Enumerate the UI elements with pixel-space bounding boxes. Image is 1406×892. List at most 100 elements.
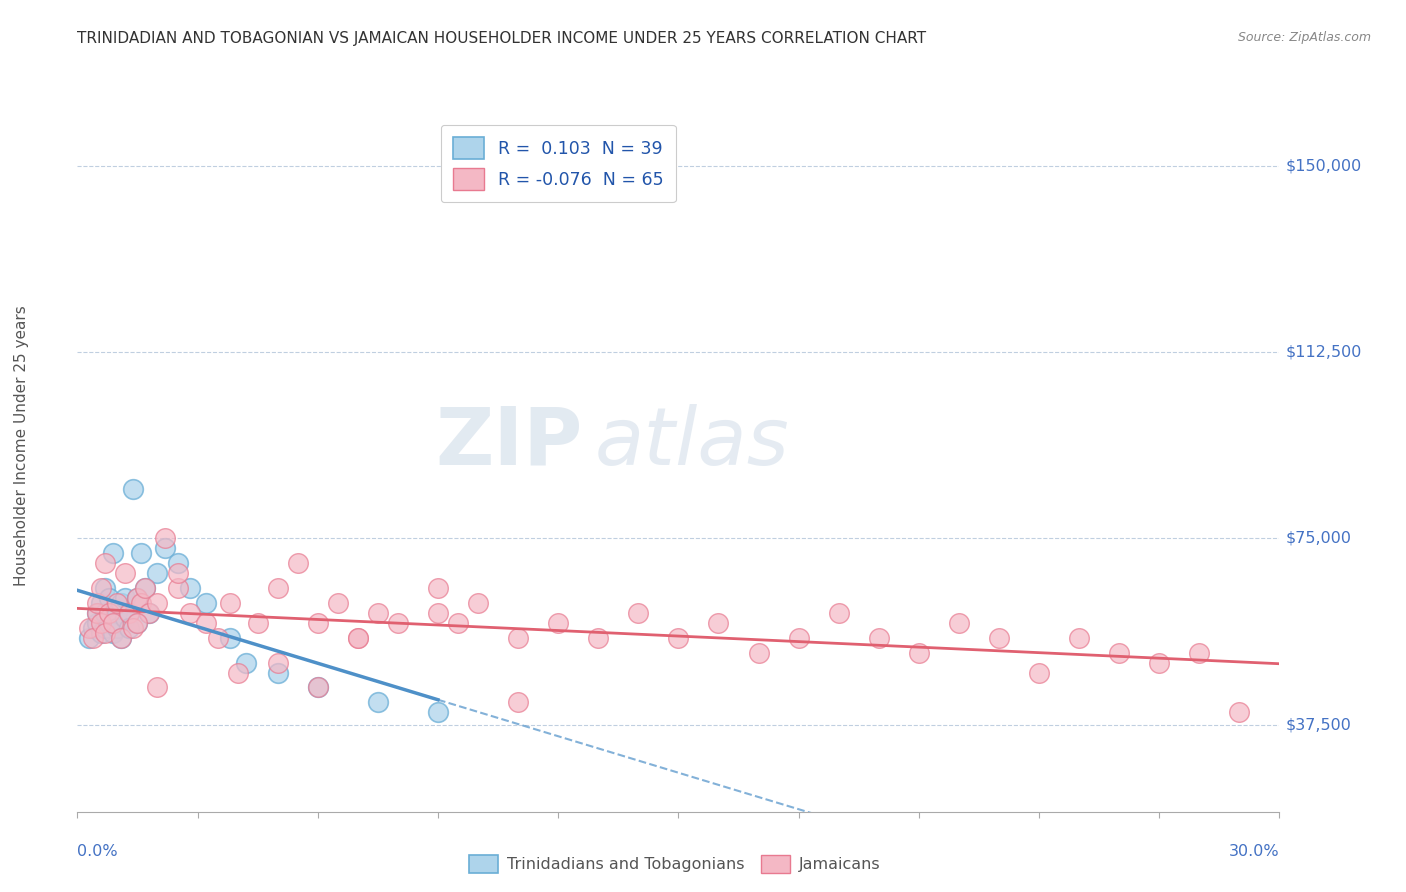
Point [82,621,104,635]
Point [547,615,569,630]
Point [94,625,117,640]
Point [787,631,810,645]
Point [79,621,101,635]
Point [98,591,121,605]
Point [166,581,188,595]
Point [226,665,249,680]
Point [948,615,970,630]
Point [588,631,610,645]
Point [107,606,129,620]
Point [118,606,141,620]
Point [1188,646,1211,660]
Legend: R =  0.103  N = 39, R = -0.076  N = 65: R = 0.103 N = 39, R = -0.076 N = 65 [440,125,676,202]
Point [127,591,149,605]
Point [218,631,240,645]
Text: 30.0%: 30.0% [1229,845,1279,859]
Point [748,646,770,660]
Point [307,615,329,630]
Text: Source: ZipAtlas.com: Source: ZipAtlas.com [1237,31,1371,45]
Point [146,596,169,610]
Text: TRINIDADIAN AND TOBAGONIAN VS JAMAICAN HOUSEHOLDER INCOME UNDER 25 YEARS CORRELA: TRINIDADIAN AND TOBAGONIAN VS JAMAICAN H… [77,31,927,46]
Point [427,606,450,620]
Point [86,606,108,620]
Point [179,581,201,595]
Point [107,615,129,630]
Point [427,706,450,720]
Point [1069,631,1091,645]
Point [134,581,156,595]
Point [131,596,153,610]
Point [235,656,257,670]
Point [86,596,108,610]
Point [427,581,450,595]
Point [94,621,117,635]
Point [103,546,125,560]
Point [110,631,132,645]
Legend: Trinidadians and Tobagonians, Jamaicans: Trinidadians and Tobagonians, Jamaicans [463,848,887,880]
Point [107,596,129,610]
Point [90,625,112,640]
Point [868,631,890,645]
Point [118,606,141,620]
Point [155,541,177,556]
Point [127,615,149,630]
Point [166,556,188,570]
Point [166,566,188,581]
Point [508,695,530,709]
Point [1028,665,1050,680]
Point [267,581,290,595]
Point [326,596,349,610]
Point [287,556,309,570]
Point [118,621,141,635]
Point [90,615,112,630]
Point [707,615,730,630]
Text: 0.0%: 0.0% [77,845,118,859]
Point [387,615,409,630]
Text: $150,000: $150,000 [1285,158,1362,173]
Point [447,615,470,630]
Point [179,606,201,620]
Point [908,646,931,660]
Text: $75,000: $75,000 [1285,531,1351,546]
Point [131,546,153,560]
Point [367,695,389,709]
Point [668,631,690,645]
Point [146,566,169,581]
Point [122,482,145,496]
Text: $37,500: $37,500 [1285,717,1351,732]
Point [347,631,370,645]
Point [307,681,329,695]
Point [86,615,108,630]
Point [467,596,489,610]
Point [146,681,169,695]
Point [127,615,149,630]
Point [194,615,217,630]
Point [94,581,117,595]
Point [98,615,121,630]
Point [347,631,370,645]
Point [267,656,290,670]
Point [138,606,160,620]
Point [122,621,145,635]
Point [367,606,389,620]
Point [86,606,108,620]
Text: atlas: atlas [595,404,789,482]
Point [127,591,149,605]
Point [107,621,129,635]
Text: ZIP: ZIP [434,404,582,482]
Point [155,532,177,546]
Point [114,611,136,625]
Point [627,606,650,620]
Point [508,631,530,645]
Point [828,606,851,620]
Point [103,625,125,640]
Point [90,596,112,610]
Point [94,606,117,620]
Point [246,615,269,630]
Point [90,581,112,595]
Point [110,631,132,645]
Point [1108,646,1130,660]
Point [114,566,136,581]
Point [82,631,104,645]
Point [307,681,329,695]
